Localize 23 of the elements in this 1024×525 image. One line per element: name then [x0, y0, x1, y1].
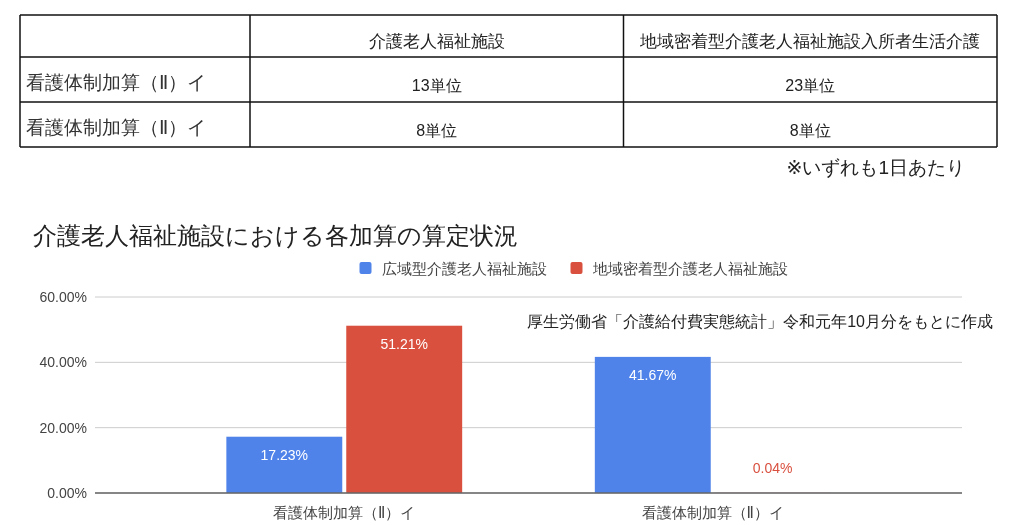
cell: 8単位: [416, 122, 458, 139]
row-header: 看護体制加算（Ⅱ）イ: [26, 72, 207, 93]
xtick-label: 看護体制加算（Ⅱ）イ: [641, 503, 784, 521]
data-label: 17.23%: [260, 446, 309, 463]
legend-label: 広域型介護老人福祉施設: [381, 259, 547, 277]
row-header: 看護体制加算（Ⅱ）イ: [26, 117, 207, 138]
cell: 8単位: [789, 122, 831, 139]
legend-label: 地域密着型介護老人福祉施設: [592, 259, 788, 277]
column-header: 地域密着型介護老人福祉施設入所者生活介護: [640, 31, 981, 51]
note: ※いずれも1日あたり: [786, 156, 965, 178]
cell: 13単位: [411, 77, 462, 94]
title: 介護老人福祉施設における各加算の算定状況: [33, 221, 518, 249]
data-label: 41.67%: [629, 366, 677, 383]
ytick-label: 60.00%: [39, 289, 87, 305]
data-label: 0.04%: [752, 459, 793, 476]
column-header: 介護老人福祉施設: [368, 31, 505, 51]
data-label: 51.21%: [380, 335, 428, 352]
ytick-label: 40.00%: [39, 354, 87, 371]
xtick-label: 看護体制加算（Ⅱ）イ: [273, 503, 416, 521]
annotation: 厚生労働省「介護給付費実態統計」令和元年10月分をもとに作成: [527, 312, 993, 330]
cell: 23単位: [785, 77, 836, 94]
ytick-label: 20.00%: [39, 419, 87, 436]
ytick-label: 0.00%: [47, 485, 87, 501]
